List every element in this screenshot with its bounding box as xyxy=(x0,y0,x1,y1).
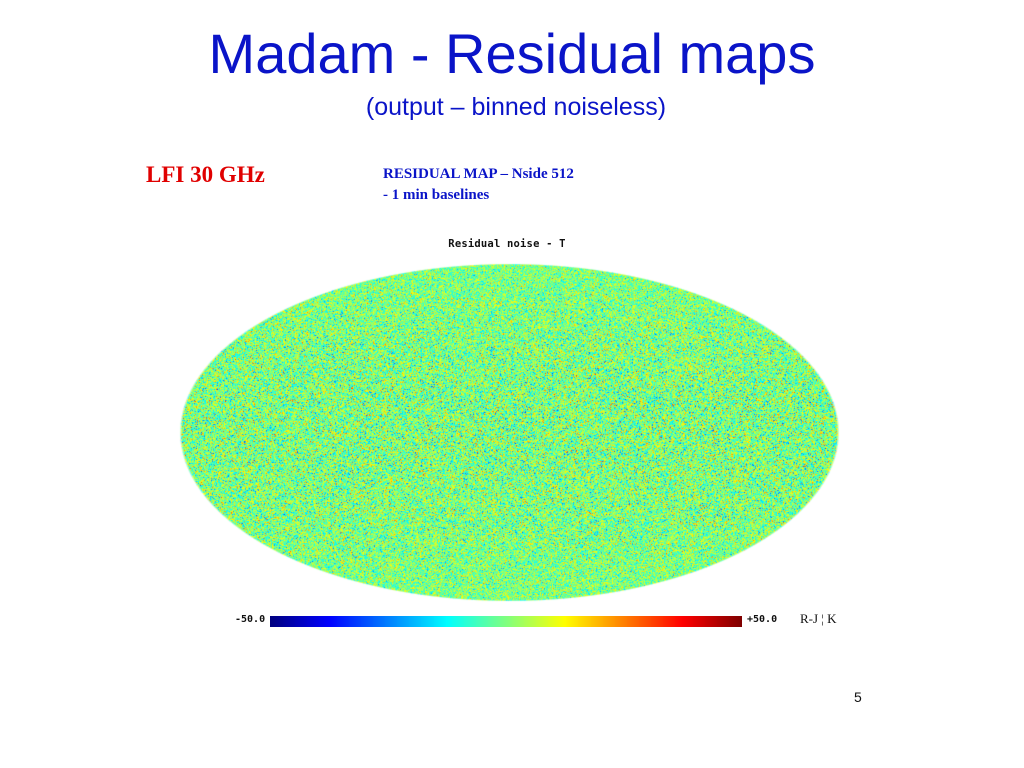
colorbar-min-label: -50.0 xyxy=(235,614,266,625)
map-caption: RESIDUAL MAP – Nside 512 - 1 min baselin… xyxy=(383,164,683,206)
colorbar-unit: R-J ¦ K xyxy=(800,611,837,626)
colorbar xyxy=(270,614,742,627)
slide-title: Madam - Residual maps xyxy=(208,22,816,85)
caption-line-1: RESIDUAL MAP – Nside 512 xyxy=(383,166,574,182)
colorbar-gradient xyxy=(270,616,742,627)
colorbar-max-label: +50.0 xyxy=(747,614,778,625)
residual-sky-map xyxy=(178,262,840,602)
map-title: Residual noise - T xyxy=(448,238,566,250)
slide-subtitle: (output – binned noiseless) xyxy=(365,93,667,121)
caption-line-2: - 1 min baselines xyxy=(383,187,490,203)
page-number: 5 xyxy=(854,689,862,705)
mollweide-map-canvas xyxy=(178,262,840,602)
instrument-label: LFI 30 GHz xyxy=(146,162,265,187)
